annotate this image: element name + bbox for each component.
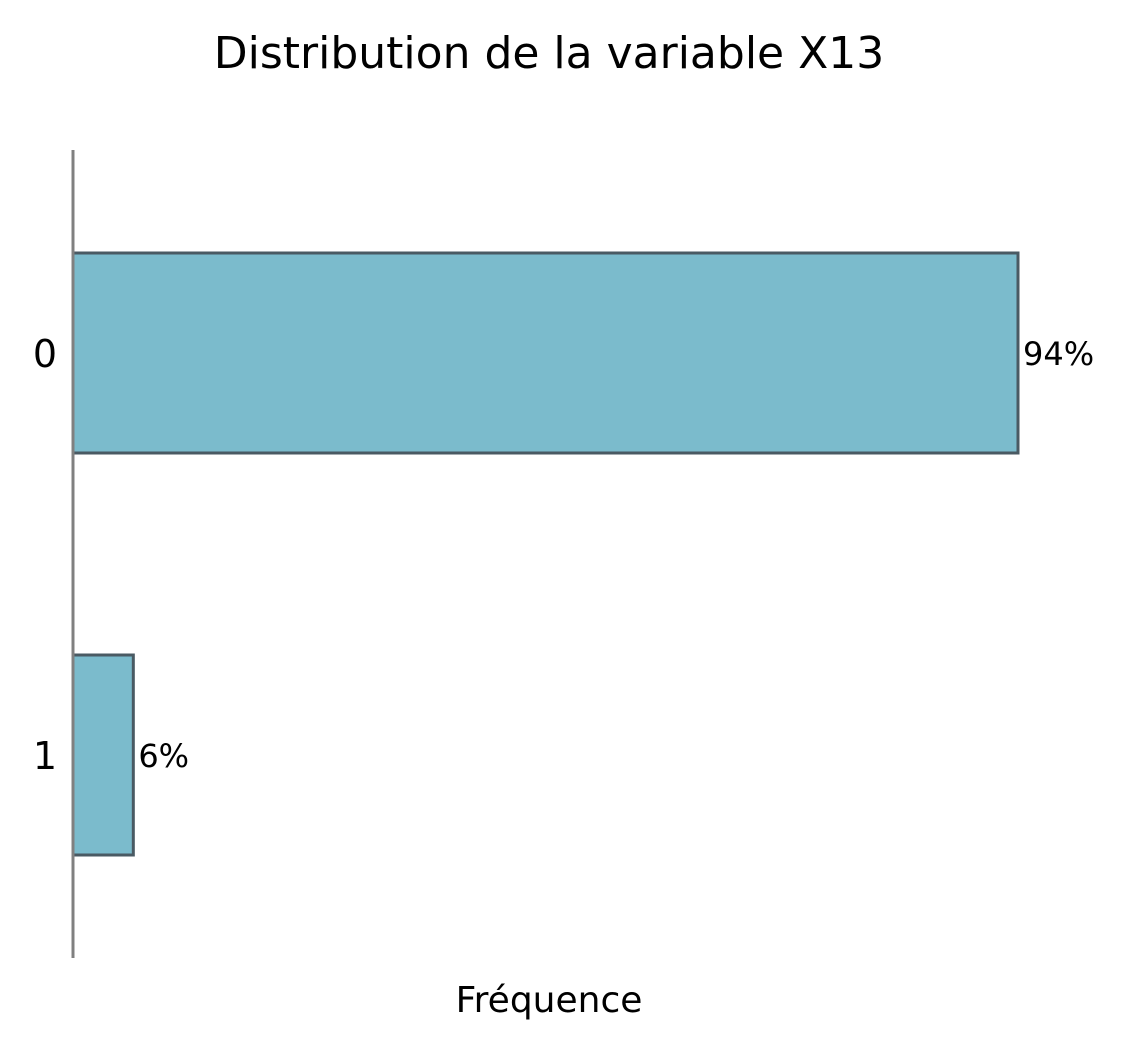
x-axis-label: Fréquence <box>456 980 643 1021</box>
y-tick-labels: 01 <box>33 332 57 778</box>
chart-title: Distribution de la variable X13 <box>214 28 884 79</box>
bar-0 <box>71 251 1020 455</box>
bar-1 <box>71 653 135 857</box>
y-tick-label-1: 1 <box>33 734 57 778</box>
value-label-0: 94% <box>1023 335 1094 373</box>
bars-layer <box>71 251 1020 857</box>
value-label-1: 6% <box>138 737 189 775</box>
value-labels: 94% 6% <box>138 335 1094 775</box>
y-tick-label-0: 0 <box>33 332 57 376</box>
